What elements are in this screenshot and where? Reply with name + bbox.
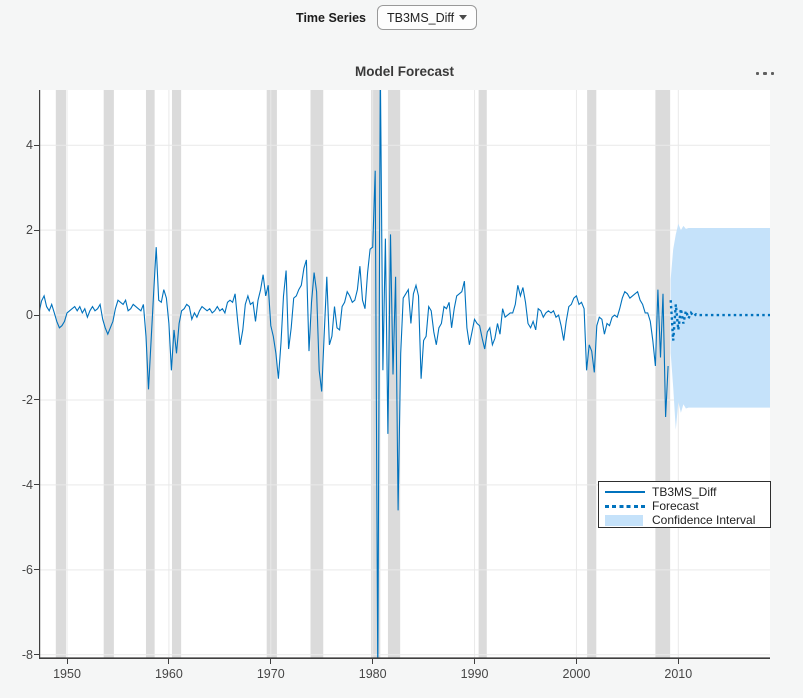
- x-tick-mark: [168, 659, 170, 664]
- recession-band: [171, 90, 182, 659]
- legend-label: Forecast: [652, 499, 699, 513]
- recession-band: [145, 90, 155, 659]
- x-tick-label: 2000: [562, 667, 591, 681]
- x-tick-mark: [66, 659, 68, 664]
- y-tick-label: -2: [21, 392, 33, 407]
- legend-label: Confidence Interval: [652, 513, 756, 527]
- recession-band: [266, 90, 277, 659]
- ellipsis-dot-icon: [770, 72, 775, 76]
- recession-band: [103, 90, 114, 659]
- time-series-dropdown-value: TB3MS_Diff: [387, 10, 455, 25]
- y-tick-label: 0: [26, 308, 33, 323]
- y-tick-label: 4: [26, 138, 33, 153]
- x-tick-label: 1970: [256, 667, 285, 681]
- legend-item-series: TB3MS_Diff: [605, 485, 770, 499]
- legend-dotted-sample: [605, 504, 645, 508]
- legend-label: TB3MS_Diff: [652, 485, 717, 499]
- x-tick-label: 1960: [154, 667, 183, 681]
- recession-band: [387, 90, 401, 659]
- x-tick-label: 1990: [460, 667, 489, 681]
- recession-band: [478, 90, 487, 659]
- legend-patch-sample: [605, 514, 645, 526]
- y-tick-label: -8: [21, 647, 33, 662]
- x-tick-mark: [270, 659, 272, 664]
- recession-band: [55, 90, 66, 659]
- ellipsis-dot-icon: [756, 72, 760, 76]
- chevron-down-icon: [459, 15, 467, 20]
- ellipsis-menu-button[interactable]: [753, 69, 777, 78]
- x-tick-label: 1980: [358, 667, 387, 681]
- y-tick-label: 2: [26, 223, 33, 238]
- ellipsis-dot-icon: [763, 72, 767, 76]
- time-series-label: Time Series: [296, 11, 366, 25]
- y-tick-label: -6: [21, 562, 33, 577]
- chart-title: Model Forecast: [354, 64, 455, 79]
- x-tick-mark: [575, 659, 577, 664]
- legend: TB3MS_Diff Forecast Confidence Interval: [598, 481, 771, 528]
- time-series-dropdown[interactable]: TB3MS_Diff: [377, 5, 477, 30]
- legend-line-sample: [605, 491, 645, 493]
- history-line: [39, 90, 669, 659]
- plot-area: [39, 90, 770, 659]
- x-tick-mark: [677, 659, 679, 664]
- confidence-interval-band: [670, 223, 770, 430]
- x-tick-label: 1950: [53, 667, 81, 681]
- legend-item-confidence: Confidence Interval: [605, 513, 770, 527]
- recession-band: [587, 90, 597, 659]
- plot-canvas: [39, 90, 770, 659]
- forecast-line: [669, 300, 770, 341]
- recession-band: [310, 90, 324, 659]
- x-tick-mark: [372, 659, 374, 664]
- y-tick-label: -4: [21, 477, 33, 492]
- legend-item-forecast: Forecast: [605, 499, 770, 513]
- x-tick-label: 2010: [664, 667, 693, 681]
- x-tick-mark: [474, 659, 476, 664]
